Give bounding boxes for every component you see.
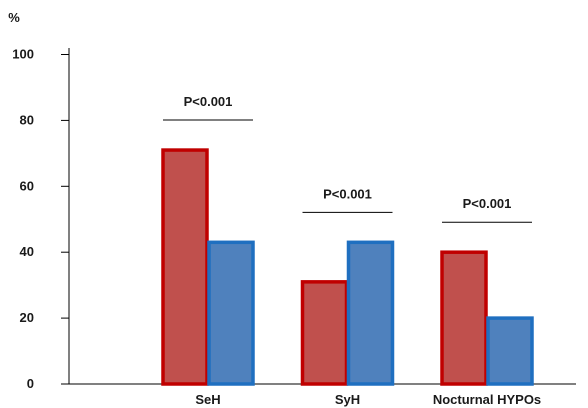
x-tick-label: SyH [335, 392, 360, 407]
bar-nocturnal-hypos-series-1 [440, 250, 488, 386]
y-tick-label: 0 [27, 376, 34, 391]
significance-annotations: P<0.001 P<0.001 P<0.001 [163, 94, 532, 223]
bar-syh-series-2 [346, 240, 395, 386]
y-axis-ticks: 0 20 40 60 80 100 [12, 47, 69, 391]
y-tick-label: 100 [12, 47, 34, 62]
y-tick-label: 40 [20, 244, 34, 259]
x-tick-label: SeH [195, 392, 220, 407]
y-tick-label: 80 [20, 112, 34, 127]
bars-group [161, 148, 534, 386]
significance-label: P<0.001 [184, 94, 233, 109]
y-axis-label: % [8, 10, 20, 25]
x-axis-ticks: SeH SyH Nocturnal HYPOs [195, 392, 541, 407]
y-tick-label: 60 [20, 178, 34, 193]
bar-seh-series-1 [161, 148, 209, 386]
y-tick-label: 20 [20, 310, 34, 325]
bar-nocturnal-hypos-series-2 [486, 316, 534, 386]
bar-seh-series-2 [207, 240, 255, 386]
significance-label: P<0.001 [463, 196, 512, 211]
x-tick-label: Nocturnal HYPOs [433, 392, 541, 407]
bar-syh-series-1 [300, 280, 349, 386]
significance-label: P<0.001 [323, 186, 372, 201]
